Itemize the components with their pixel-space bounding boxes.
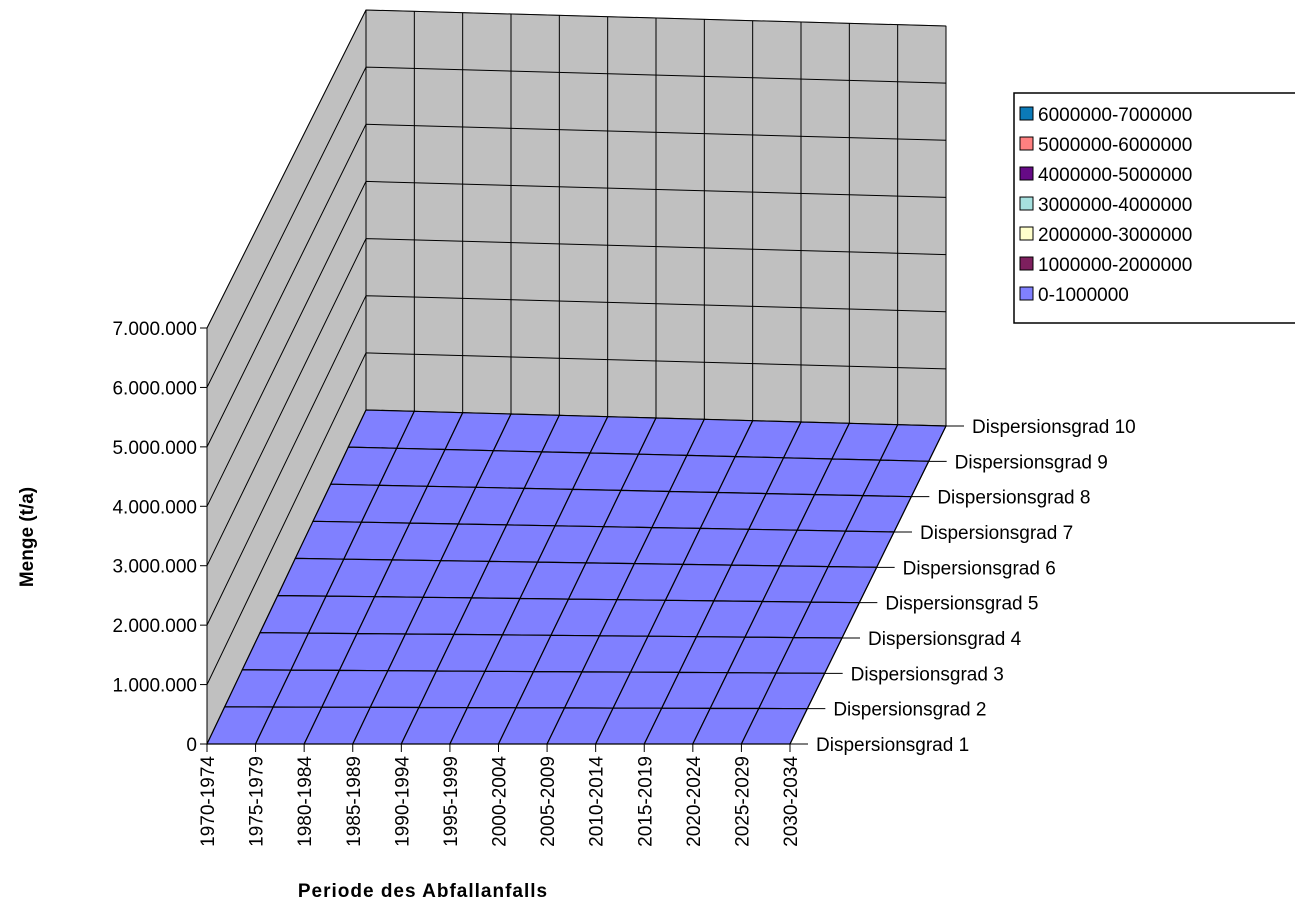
x-tick-label: 1975-1979 xyxy=(247,756,268,847)
chart-axes: 0 1.000.000 2.000.000 3.000.000 4.000.000 5.0… xyxy=(112,319,1135,847)
x-tick-label: 2010-2014 xyxy=(587,756,608,847)
x-tick-label: 2030-2034 xyxy=(781,756,802,847)
y-tick-label: 1.000.000 xyxy=(112,676,197,697)
legend-label: 3000000-4000000 xyxy=(1038,195,1192,216)
depth-tick-label: Dispersionsgrad 1 xyxy=(816,735,969,756)
legend-swatch xyxy=(1019,166,1034,181)
depth-tick-label: Dispersionsgrad 7 xyxy=(920,523,1073,544)
x-tick-label: 1985-1989 xyxy=(344,756,365,847)
chart-surface xyxy=(206,409,947,745)
y-tick-label: 7.000.000 xyxy=(112,319,197,340)
depth-tick-label: Dispersionsgrad 5 xyxy=(885,594,1038,615)
legend-swatch xyxy=(1019,286,1034,301)
x-tick-label: 2025-2029 xyxy=(732,756,753,847)
legend: 6000000-7000000 5000000-6000000 4000000-50… xyxy=(1013,92,1295,324)
y-axis-title: Menge (t/a) xyxy=(17,487,38,587)
legend-label: 2000000-3000000 xyxy=(1038,225,1192,246)
y-tick-label: 4.000.000 xyxy=(112,497,197,518)
legend-label: 5000000-6000000 xyxy=(1038,135,1192,156)
legend-swatch xyxy=(1019,106,1034,121)
legend-swatch xyxy=(1019,196,1034,211)
x-tick-label: 1995-1999 xyxy=(441,756,462,847)
y-tick-label: 3.000.000 xyxy=(112,557,197,578)
x-tick-label: 2015-2019 xyxy=(635,756,656,847)
y-tick-label: 0 xyxy=(186,735,197,756)
legend-label: 4000000-5000000 xyxy=(1038,165,1192,186)
depth-tick-label: Dispersionsgrad 6 xyxy=(903,558,1056,579)
depth-axis-line xyxy=(789,425,947,745)
x-tick-label: 2005-2009 xyxy=(538,756,559,847)
y-tick-label: 5.000.000 xyxy=(112,438,197,459)
depth-tick-label: Dispersionsgrad 10 xyxy=(972,417,1136,438)
legend-swatch xyxy=(1019,226,1034,241)
y-tick-label: 2.000.000 xyxy=(112,616,197,637)
depth-tick-label: Dispersionsgrad 4 xyxy=(868,629,1022,650)
legend-box xyxy=(1013,92,1295,324)
x-tick-label: 2020-2024 xyxy=(684,756,705,847)
x-tick-label: 1980-1984 xyxy=(295,756,316,847)
depth-tick-label: Dispersionsgrad 8 xyxy=(937,488,1090,509)
legend-swatch xyxy=(1019,256,1034,271)
x-tick-label: 2000-2004 xyxy=(490,756,511,847)
depth-tick-label: Dispersionsgrad 2 xyxy=(833,700,986,721)
legend-label: 6000000-7000000 xyxy=(1038,105,1192,126)
legend-swatch xyxy=(1019,136,1034,151)
y-tick-label: 6.000.000 xyxy=(112,378,197,399)
x-tick-label: 1990-1994 xyxy=(392,756,413,847)
depth-tick-label: Dispersionsgrad 9 xyxy=(955,452,1108,473)
x-tick-label: 1970-1974 xyxy=(198,756,219,847)
x-axis-title: Periode des Abfallanfalls xyxy=(298,881,548,902)
legend-label: 1000000-2000000 xyxy=(1038,255,1192,276)
legend-label: 0-1000000 xyxy=(1038,285,1129,306)
depth-tick-label: Dispersionsgrad 3 xyxy=(851,664,1004,685)
